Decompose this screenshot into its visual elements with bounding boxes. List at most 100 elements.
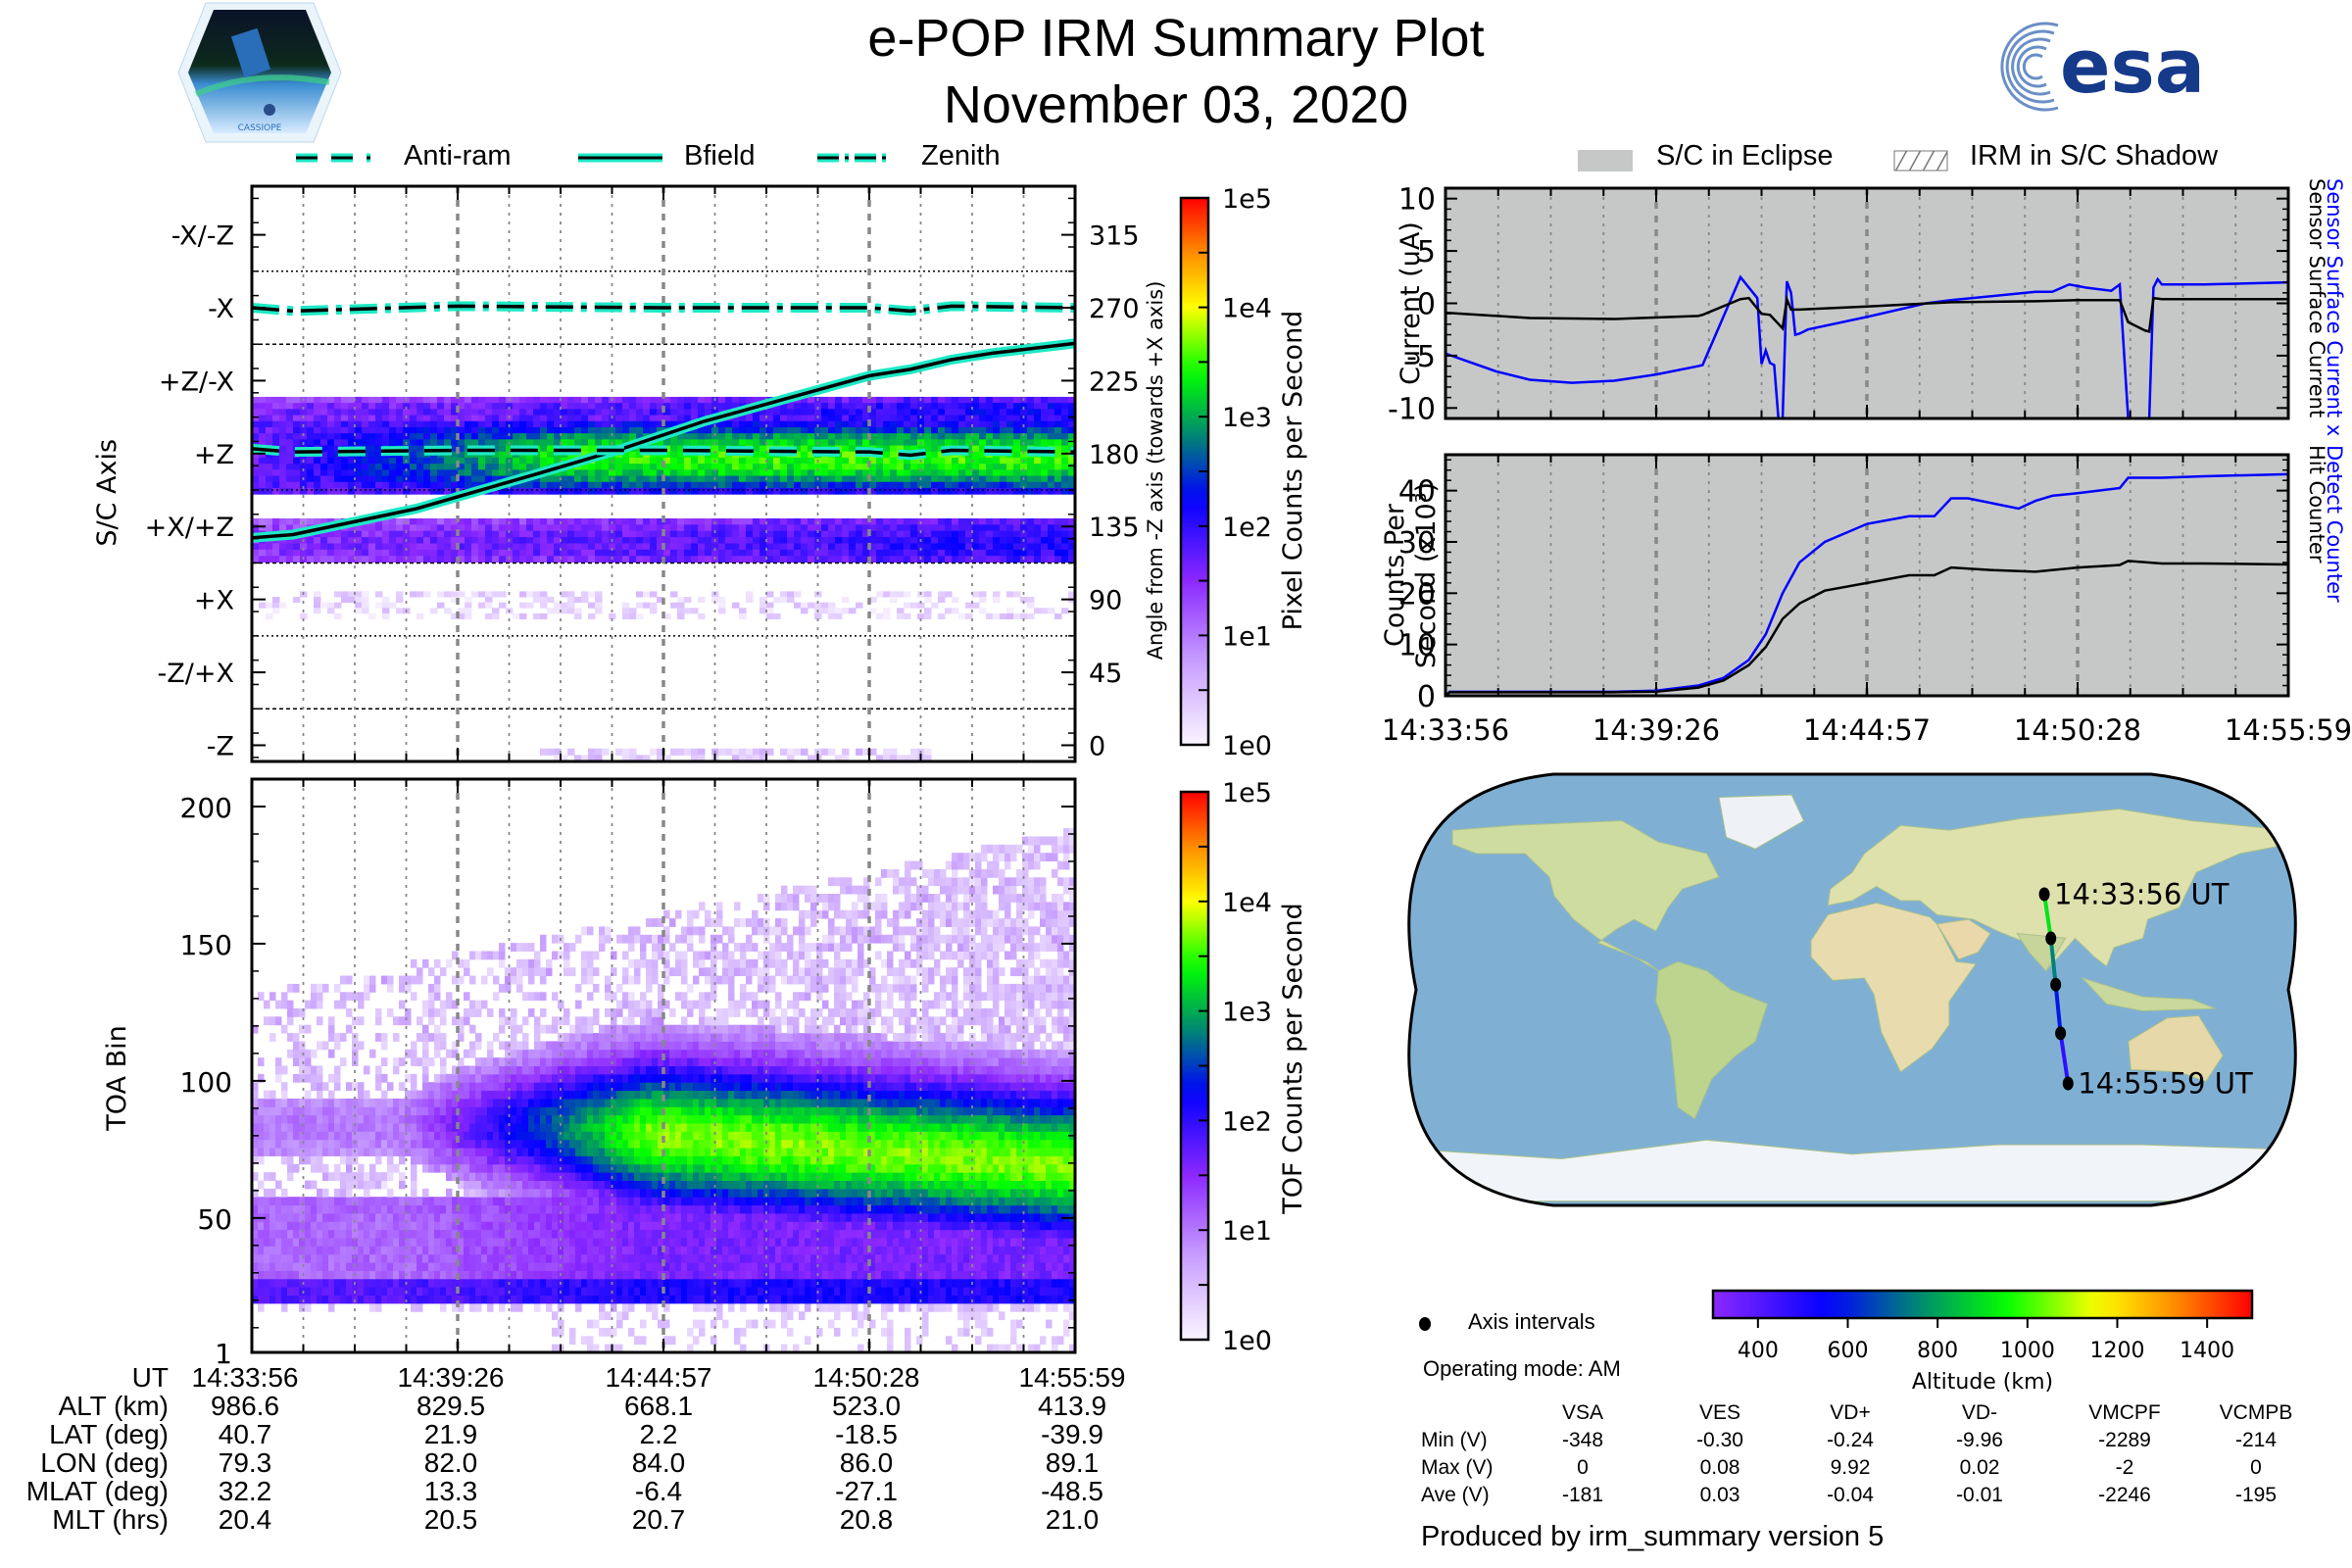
spectrogram-cell (534, 1295, 541, 1304)
spectrogram-cell (252, 1082, 259, 1092)
spectrogram-cell (493, 1212, 500, 1222)
spectrogram-cell (286, 457, 294, 465)
spectrogram-cell (1000, 439, 1007, 447)
spectrogram-cell (511, 1024, 517, 1034)
spectrogram-cell (554, 549, 562, 557)
spectrogram-cell (451, 469, 459, 477)
spectrogram-cell (753, 537, 760, 544)
spectrogram-cell (358, 1163, 365, 1173)
spectrogram-cell (352, 1295, 359, 1304)
spectrogram-cell (540, 1049, 547, 1058)
spectrogram-cell (705, 481, 712, 489)
spectrogram-cell (405, 1008, 412, 1017)
spectrogram-cell (643, 469, 651, 477)
spectrogram-cell (464, 1197, 470, 1206)
spectrogram-cell (446, 1082, 453, 1092)
spectrogram-cell (513, 433, 520, 440)
spectrogram-cell (952, 439, 959, 447)
spectrogram-cell (499, 403, 507, 410)
spectrogram-cell (1013, 524, 1021, 532)
spectrogram-cell (287, 1016, 294, 1026)
spectrogram-cell (876, 556, 884, 564)
spectrogram-cell (904, 445, 911, 453)
spectrogram-cell (554, 403, 562, 410)
spectrogram-cell (609, 464, 616, 470)
spectrogram-cell (423, 457, 431, 465)
spectrogram-cell (1034, 481, 1042, 489)
spectrogram-cell (314, 409, 321, 416)
spectrogram-cell (609, 433, 616, 440)
spectrogram-cell (622, 409, 630, 416)
spectrogram-cell (364, 1090, 370, 1100)
spectrogram-cell (773, 409, 781, 416)
spectrogram-cell (972, 543, 980, 551)
spectrogram-cell (849, 439, 857, 447)
spectrogram-cell (487, 1302, 494, 1312)
y2-tick-label: 270 (1089, 294, 1140, 324)
spectrogram-cell (481, 1197, 488, 1206)
spectrogram-cell (1006, 591, 1014, 598)
spectrogram-cell (1054, 439, 1062, 447)
spectrogram-cell (281, 1000, 288, 1009)
spectrogram-cell (259, 409, 267, 416)
spectrogram-cell (293, 556, 301, 564)
spectrogram-cell (416, 1278, 423, 1288)
spectrogram-cell (481, 1057, 488, 1066)
spectrogram-cell (452, 1163, 459, 1173)
spectrogram-cell (883, 445, 891, 453)
spectrogram-cell (293, 1287, 300, 1296)
spectrogram-cell (753, 748, 760, 756)
spectrogram-cell (558, 951, 564, 960)
spectrogram-cell (352, 1123, 359, 1132)
spectrogram-cell (264, 1270, 270, 1280)
spectrogram-cell (547, 549, 555, 557)
spectrogram-cell (528, 943, 535, 952)
spectrogram-cell (540, 1246, 547, 1255)
spectrogram-cell (320, 530, 328, 538)
spectrogram-cell (684, 608, 692, 614)
spectrogram-cell (917, 530, 925, 538)
spectrogram-cell (1048, 409, 1055, 416)
spectrogram-cell (411, 1302, 417, 1312)
spectrogram-cell (917, 433, 925, 440)
spectrogram-cell (1013, 420, 1021, 428)
spectrogram-cell (410, 469, 417, 477)
spectrogram-cell (533, 475, 541, 483)
spectrogram-cell (979, 549, 987, 557)
spectrogram-cell (358, 1238, 365, 1247)
spectrogram-cell (464, 1155, 470, 1165)
spectrogram-cell (389, 409, 397, 416)
spectrogram-cell (931, 530, 939, 538)
spectrogram-cell (732, 549, 740, 557)
spectrogram-cell (311, 1123, 318, 1132)
spectrogram-cell (348, 597, 356, 604)
spectrogram-cell (773, 549, 781, 557)
spectrogram-cell (327, 445, 335, 453)
spectrogram-cell (264, 1278, 270, 1288)
spectrogram-cell (821, 517, 829, 525)
cassiope-logo-text: CASSIOPE (238, 123, 282, 133)
spectrogram-cell (609, 469, 616, 477)
spectrogram-cell (513, 415, 520, 422)
spectrogram-cell (588, 469, 596, 477)
spectrogram-cell (422, 1049, 429, 1058)
spectrogram-cell (958, 403, 966, 410)
spectrogram-cell (293, 439, 301, 447)
spectrogram-cell (399, 1253, 406, 1263)
spectrogram-cell (897, 475, 905, 483)
spectrogram-cell (396, 475, 404, 483)
spectrogram-cell (1013, 556, 1021, 564)
spectrogram-cell (773, 469, 781, 477)
spectrogram-cell (1061, 445, 1069, 453)
spectrogram-cell (322, 1262, 329, 1271)
spectrogram-cell (446, 1090, 453, 1100)
spectrogram-cell (746, 748, 754, 756)
spectrogram-cell (993, 487, 1001, 495)
spectrogram-cell (718, 426, 726, 434)
spectrogram-cell (499, 983, 506, 993)
spectrogram-cell (869, 469, 877, 477)
spectrogram-cell (275, 1148, 282, 1156)
spectrogram-cell (552, 1024, 559, 1034)
spectrogram-cell (516, 1172, 523, 1181)
spectrogram-cell (334, 426, 342, 434)
